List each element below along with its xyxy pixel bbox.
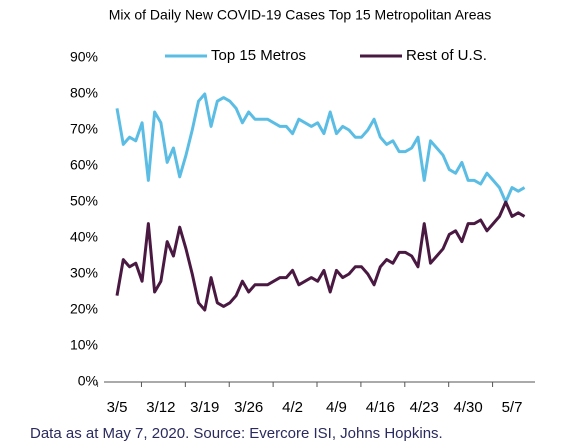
x-tick-label: 5/7 — [502, 399, 523, 416]
y-tick-label: 40% — [70, 229, 98, 245]
series-line — [115, 200, 526, 312]
y-tick-label: 90% — [70, 49, 98, 65]
x-tick-label: 3/26 — [234, 399, 263, 416]
chart-title: Mix of Daily New COVID-19 Cases Top 15 M… — [109, 7, 492, 23]
footnote: Data as at May 7, 2020. Source: Evercore… — [30, 425, 443, 442]
y-tick-label: 10% — [70, 337, 98, 353]
legend-label: Rest of U.S. — [406, 47, 487, 64]
x-tick-label: 4/30 — [454, 399, 483, 416]
x-tick-label: 3/19 — [190, 399, 219, 416]
y-tick-label: 60% — [70, 157, 98, 173]
series-line — [115, 92, 526, 204]
y-tick-label: 50% — [70, 193, 98, 209]
y-tick-label: 80% — [70, 85, 98, 101]
y-tick-label: 0% — [78, 373, 98, 389]
y-tick-label: 70% — [70, 121, 98, 137]
x-tick-label: 4/2 — [282, 399, 303, 416]
x-tick-label: 4/16 — [366, 399, 395, 416]
y-tick-label: 30% — [70, 265, 98, 281]
x-tick-label: 4/23 — [410, 399, 439, 416]
x-tick-label: 3/12 — [146, 399, 175, 416]
x-tick-label: 4/9 — [326, 399, 347, 416]
y-tick-label: 20% — [70, 301, 98, 317]
legend-label: Top 15 Metros — [211, 47, 306, 64]
x-tick-label: 3/5 — [107, 399, 128, 416]
